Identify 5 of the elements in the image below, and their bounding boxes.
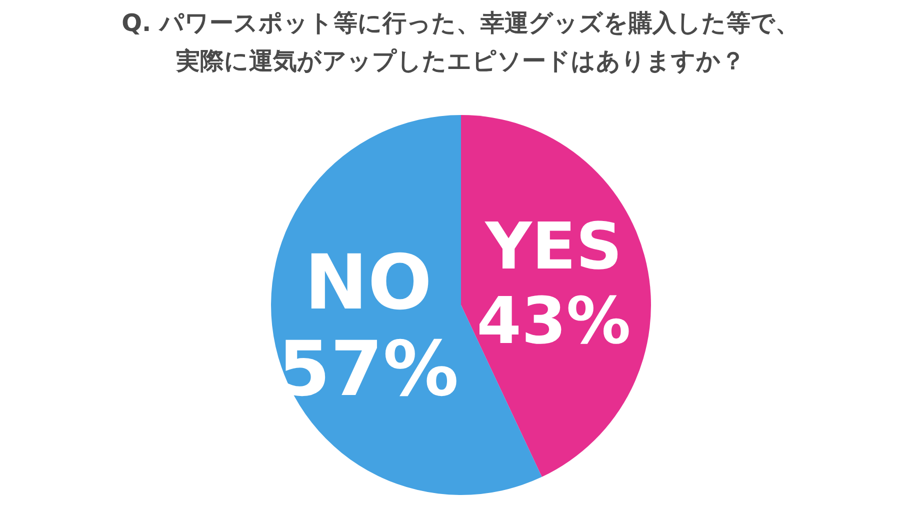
data-label: 43%	[476, 284, 631, 359]
data-label: 57%	[278, 325, 459, 414]
slice-label: NO	[304, 238, 432, 326]
slice-label: YES	[484, 210, 622, 285]
chart-title: Q. パワースポット等に行った、幸運グッズを購入した等で、実際に運気がアップしたエピソードはありますか？	[120, 8, 800, 77]
